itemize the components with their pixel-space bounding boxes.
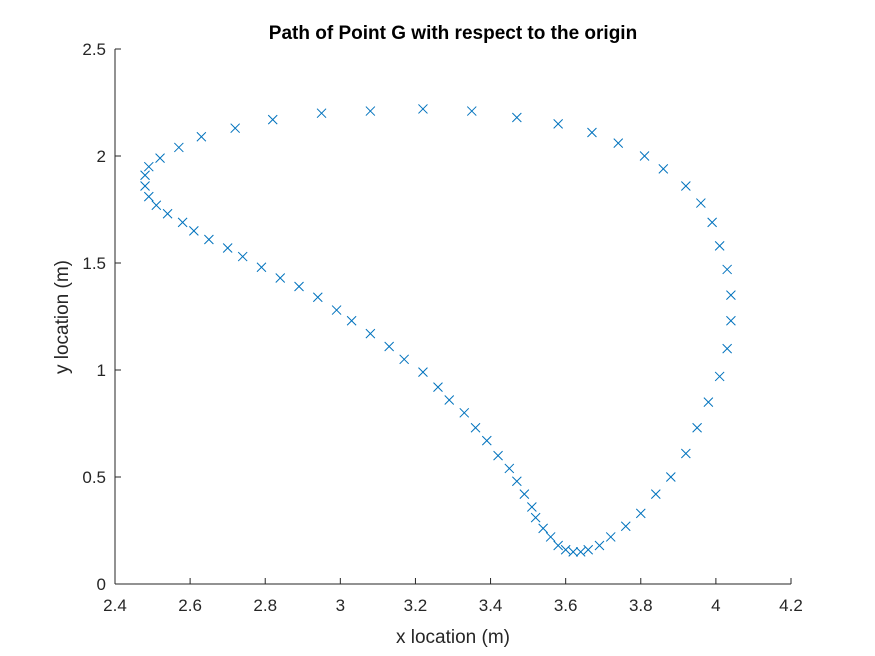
data-point-marker — [331, 305, 342, 315]
data-point-marker — [714, 241, 725, 251]
x-tick-label: 2.4 — [103, 596, 127, 615]
axes — [114, 49, 791, 585]
data-point-marker — [722, 264, 733, 275]
y-ticks: 0 0.5 1 1.5 2 2.5 — [82, 40, 121, 594]
x-tick-label: 2.8 — [253, 596, 277, 615]
plot-markers — [140, 104, 736, 557]
data-point-marker — [365, 328, 376, 339]
y-axis-label: y location (m) — [52, 260, 73, 374]
data-point-marker — [519, 489, 530, 499]
data-point-marker — [665, 472, 676, 482]
data-point-marker — [553, 119, 564, 129]
x-tick-label: 2.6 — [178, 596, 202, 615]
data-point-marker — [143, 191, 154, 202]
data-point-marker — [151, 200, 162, 211]
data-point-marker — [140, 170, 150, 181]
data-point-marker — [613, 138, 624, 149]
data-point-marker — [466, 106, 477, 116]
data-point-marker — [189, 226, 199, 236]
data-point-marker — [316, 108, 327, 119]
data-point-marker — [399, 354, 410, 365]
data-point-marker — [275, 273, 286, 283]
x-tick-label: 3.2 — [404, 596, 428, 615]
data-point-marker — [639, 151, 650, 161]
x-tick-label: 4.2 — [779, 596, 803, 615]
data-point-marker — [594, 540, 605, 551]
data-point-marker — [538, 523, 548, 534]
data-point-marker — [504, 463, 515, 474]
data-point-marker — [568, 547, 579, 557]
data-point-marker — [140, 181, 150, 191]
data-point-marker — [470, 422, 481, 433]
data-point-marker — [162, 208, 173, 219]
x-tick-label: 3.8 — [629, 596, 653, 615]
data-point-marker — [511, 476, 522, 487]
data-point-marker — [726, 315, 736, 326]
data-point-marker — [703, 397, 714, 407]
y-tick-label: 0 — [97, 575, 106, 594]
data-point-marker — [237, 251, 248, 262]
data-point-marker — [204, 234, 214, 245]
data-point-marker — [545, 532, 556, 542]
data-point-marker — [365, 106, 376, 116]
data-point-marker — [553, 540, 564, 551]
data-point-marker — [511, 112, 522, 123]
data-point-marker — [155, 153, 165, 163]
data-point-marker — [722, 343, 733, 354]
data-point-marker — [680, 448, 691, 459]
data-point-marker — [346, 315, 357, 326]
data-point-marker — [575, 547, 586, 557]
data-point-marker — [583, 544, 594, 555]
data-point-marker — [143, 161, 154, 172]
data-point-marker — [177, 217, 188, 228]
data-point-marker — [650, 489, 661, 499]
data-point-marker — [493, 450, 503, 461]
data-point-marker — [481, 435, 492, 446]
data-point-marker — [620, 521, 631, 532]
x-tick-label: 4 — [711, 596, 720, 615]
data-point-marker — [680, 181, 691, 191]
x-tick-label: 3.4 — [479, 596, 503, 615]
data-point-marker — [658, 163, 669, 174]
data-point-marker — [384, 341, 395, 352]
data-point-marker — [714, 371, 725, 382]
data-point-marker — [196, 131, 207, 142]
data-point-marker — [230, 123, 241, 134]
data-point-marker — [707, 217, 717, 228]
chart-title: Path of Point G with respect to the orig… — [269, 23, 637, 44]
data-point-marker — [294, 281, 304, 292]
data-point-marker — [587, 127, 597, 138]
data-point-marker — [312, 292, 323, 303]
data-point-marker — [527, 502, 537, 512]
data-point-marker — [560, 544, 571, 555]
y-tick-label: 2 — [97, 147, 106, 166]
data-point-marker — [635, 508, 646, 519]
data-point-marker — [605, 532, 616, 542]
y-tick-label: 1 — [97, 361, 106, 380]
y-tick-label: 1.5 — [82, 254, 106, 273]
data-point-marker — [726, 290, 736, 300]
x-ticks: 2.4 2.6 2.8 3 3.2 3.4 3.6 3.8 4 4.2 — [103, 578, 803, 615]
data-point-marker — [267, 114, 278, 125]
data-point-marker — [222, 243, 233, 253]
x-axis-label: x location (m) — [396, 627, 510, 648]
data-point-marker — [530, 512, 541, 523]
x-tick-label: 3 — [336, 596, 345, 615]
data-point-marker — [696, 198, 706, 208]
data-point-marker — [692, 422, 702, 433]
x-tick-label: 3.6 — [554, 596, 578, 615]
data-point-marker — [433, 382, 443, 392]
data-point-marker — [418, 104, 428, 114]
data-point-marker — [256, 262, 267, 273]
data-point-marker — [459, 407, 470, 418]
data-point-marker — [444, 395, 455, 405]
y-tick-label: 2.5 — [82, 40, 106, 59]
data-point-marker — [173, 142, 184, 153]
data-point-marker — [418, 367, 428, 377]
y-tick-label: 0.5 — [82, 468, 106, 487]
